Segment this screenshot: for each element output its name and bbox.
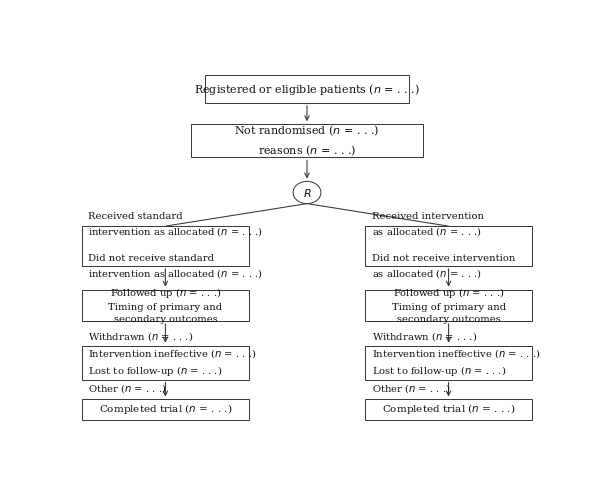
- Text: Followed up ($n$ = . . .)
Timing of primary and
secondary outcomes: Followed up ($n$ = . . .) Timing of prim…: [392, 286, 506, 324]
- Text: Received standard
intervention as allocated ($n$ = . . .)

Did not receive stand: Received standard intervention as alloca…: [88, 212, 264, 280]
- Text: Registered or eligible patients ($n$ = . . .): Registered or eligible patients ($n$ = .…: [194, 82, 420, 96]
- Text: Withdrawn ($n$ = . . .)
Intervention ineffective ($n$ = . . .)
Lost to follow-up: Withdrawn ($n$ = . . .) Intervention ine…: [371, 330, 540, 396]
- FancyBboxPatch shape: [365, 346, 532, 380]
- FancyBboxPatch shape: [365, 289, 532, 321]
- FancyBboxPatch shape: [365, 399, 532, 420]
- FancyBboxPatch shape: [82, 226, 249, 266]
- FancyBboxPatch shape: [191, 124, 423, 157]
- FancyBboxPatch shape: [365, 226, 532, 266]
- Text: $R$: $R$: [302, 187, 311, 199]
- Circle shape: [293, 181, 321, 204]
- Text: Completed trial ($n$ = . . .): Completed trial ($n$ = . . .): [99, 402, 232, 417]
- Text: Not randomised ($n$ = . . .)
reasons ($n$ = . . .): Not randomised ($n$ = . . .) reasons ($n…: [234, 124, 380, 157]
- FancyBboxPatch shape: [205, 75, 409, 103]
- Text: Completed trial ($n$ = . . .): Completed trial ($n$ = . . .): [382, 402, 515, 417]
- FancyBboxPatch shape: [82, 346, 249, 380]
- Text: Received intervention
as allocated ($n$ = . . .)

Did not receive intervention
a: Received intervention as allocated ($n$ …: [371, 212, 515, 280]
- FancyBboxPatch shape: [82, 289, 249, 321]
- Text: Withdrawn ($n$ = . . .)
Intervention ineffective ($n$ = . . .)
Lost to follow-up: Withdrawn ($n$ = . . .) Intervention ine…: [88, 330, 257, 396]
- FancyBboxPatch shape: [82, 399, 249, 420]
- Text: Followed up ($n$ = . . .)
Timing of primary and
secondary outcomes: Followed up ($n$ = . . .) Timing of prim…: [108, 286, 222, 324]
